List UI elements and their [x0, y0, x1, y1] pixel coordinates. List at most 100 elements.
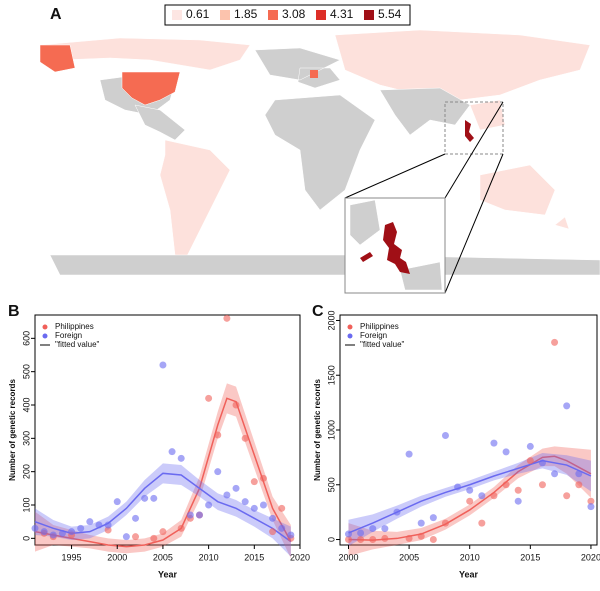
- data-point: [269, 514, 277, 522]
- y-tick-label: 300: [21, 431, 31, 446]
- legend-label: 3.08: [282, 7, 306, 21]
- data-point: [223, 491, 231, 499]
- data-point: [214, 431, 222, 439]
- data-point: [49, 531, 57, 539]
- data-point: [563, 492, 571, 500]
- data-point: [278, 504, 286, 512]
- data-point: [575, 481, 583, 489]
- data-point: [232, 484, 240, 492]
- data-point: [205, 394, 213, 402]
- plot-frame: [34, 314, 301, 546]
- legend-label: Foreign: [55, 331, 82, 340]
- y-axis-label: Number of genetic records: [8, 379, 17, 481]
- data-point: [478, 492, 486, 500]
- data-point: [538, 481, 546, 489]
- data-point: [441, 519, 449, 527]
- data-point: [466, 497, 474, 505]
- legend-label: 1.85: [234, 7, 258, 21]
- data-point: [417, 532, 425, 540]
- data-point: [502, 481, 510, 489]
- x-tick-label: 2010: [460, 552, 480, 562]
- data-point: [381, 534, 389, 542]
- fit-line: [348, 459, 592, 534]
- data-point: [369, 525, 377, 533]
- fit-line: [34, 397, 292, 548]
- data-point: [551, 338, 559, 346]
- x-tick-label: 2020: [581, 552, 600, 562]
- data-point: [132, 514, 140, 522]
- data-point: [526, 457, 534, 465]
- data-point: [241, 434, 249, 442]
- data-point: [502, 448, 510, 456]
- data-point: [490, 492, 498, 500]
- data-point: [150, 494, 158, 502]
- y-tick-label: 0: [326, 537, 336, 542]
- data-point: [122, 533, 130, 541]
- data-point: [58, 529, 66, 537]
- data-point: [441, 431, 449, 439]
- data-point: [344, 530, 352, 538]
- data-point: [177, 524, 185, 532]
- data-point: [514, 497, 522, 505]
- x-axis-label: Year: [459, 569, 479, 579]
- legend-label: 0.61: [186, 7, 210, 21]
- x-tick-label: 2005: [399, 552, 419, 562]
- y-tick-label: 1000: [326, 420, 336, 440]
- data-point: [587, 497, 595, 505]
- x-tick-label: 2000: [338, 552, 358, 562]
- data-point: [95, 521, 103, 529]
- data-point: [86, 518, 94, 526]
- x-tick-label: 2000: [107, 552, 127, 562]
- legend-marker: [347, 324, 353, 330]
- legend-swatch: [172, 10, 182, 20]
- data-point: [417, 519, 425, 527]
- data-point: [214, 468, 222, 476]
- legend-label: Foreign: [360, 331, 387, 340]
- fit-band: [348, 446, 591, 556]
- fit-band: [35, 463, 291, 557]
- data-point: [429, 536, 437, 544]
- panel-label: A: [50, 6, 62, 23]
- data-point: [159, 361, 167, 369]
- legend-label: 5.54: [378, 7, 402, 21]
- legend-swatch: [268, 10, 278, 20]
- data-point: [250, 478, 258, 486]
- data-point: [466, 486, 474, 494]
- legend-marker: [42, 324, 48, 330]
- y-tick-label: 100: [21, 497, 31, 512]
- x-tick-label: 2010: [199, 552, 219, 562]
- data-point: [159, 528, 167, 536]
- x-tick-label: 2005: [153, 552, 173, 562]
- data-point: [563, 402, 571, 410]
- panel-label: C: [312, 303, 324, 320]
- fit-line: [348, 455, 592, 541]
- data-point: [381, 525, 389, 533]
- legend-label: "fitted value": [360, 340, 405, 349]
- y-tick-label: 500: [326, 477, 336, 492]
- y-tick-label: 500: [21, 364, 31, 379]
- world-map: [39, 29, 600, 294]
- data-point: [454, 483, 462, 491]
- data-point: [538, 459, 546, 467]
- data-point: [223, 314, 231, 322]
- data-point: [259, 474, 267, 482]
- data-point: [104, 526, 112, 534]
- data-point: [132, 533, 140, 541]
- fit-band: [348, 453, 591, 547]
- data-point: [551, 470, 559, 478]
- data-point: [526, 442, 534, 450]
- legend-marker: [347, 333, 353, 339]
- data-point: [269, 528, 277, 536]
- x-axis-label: Year: [158, 569, 178, 579]
- data-point: [141, 494, 149, 502]
- data-point: [68, 528, 76, 536]
- data-point: [195, 511, 203, 519]
- data-point: [259, 501, 267, 509]
- y-tick-label: 2000: [326, 310, 336, 330]
- data-point: [575, 470, 583, 478]
- data-point: [344, 536, 352, 544]
- legend-swatch: [364, 10, 374, 20]
- data-point: [478, 519, 486, 527]
- legend-label: "fitted value": [55, 340, 100, 349]
